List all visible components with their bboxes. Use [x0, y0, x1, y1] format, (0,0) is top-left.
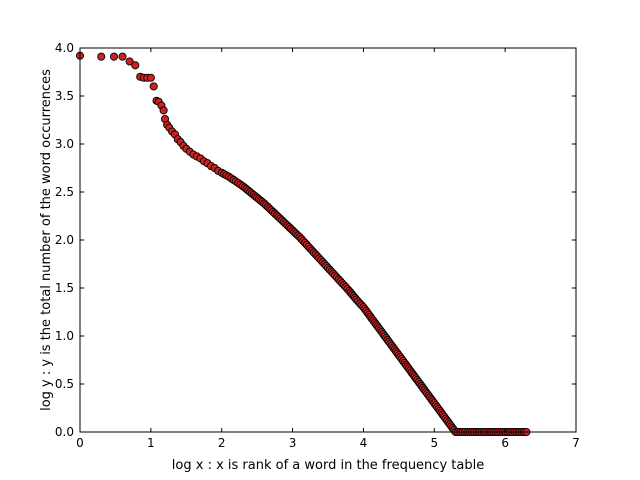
x-tick-label: 5 — [430, 436, 438, 450]
x-tick-label: 6 — [501, 436, 509, 450]
data-point — [97, 52, 106, 61]
data-point — [149, 82, 158, 91]
data-points — [75, 51, 531, 437]
y-tick-label: 1.5 — [55, 281, 74, 295]
data-point — [109, 52, 119, 61]
y-tick-label: 0.5 — [55, 377, 74, 391]
y-tick-label: 3.0 — [55, 137, 74, 151]
data-point — [146, 73, 155, 82]
data-point — [118, 52, 127, 61]
axis-ticks: 0 1 2 3 4 5 6 7 0.0 0.5 1.0 1.5 2.0 2.5 3.0 3.5 4.0 — [55, 41, 580, 450]
x-axis-label: log x : x is rank of a word in the frequ… — [172, 458, 484, 473]
y-tick-label: 3.5 — [55, 89, 74, 103]
x-tick-label: 3 — [289, 436, 297, 450]
data-point — [159, 106, 168, 115]
x-tick-label: 0 — [76, 436, 84, 450]
x-tick-label: 2 — [218, 436, 226, 450]
x-tick-label: 1 — [147, 436, 155, 450]
y-axis-label: log y : y is the total number of the wor… — [39, 69, 54, 411]
y-tick-label: 2.0 — [55, 233, 74, 247]
y-tick-label: 2.5 — [55, 185, 74, 199]
x-tick-label: 4 — [360, 436, 368, 450]
x-tick-label: 7 — [572, 436, 580, 450]
y-tick-label: 1.0 — [55, 329, 74, 343]
data-point — [125, 57, 134, 66]
y-tick-label: 0.0 — [55, 425, 74, 439]
data-point — [131, 61, 140, 70]
y-tick-label: 4.0 — [55, 41, 74, 55]
